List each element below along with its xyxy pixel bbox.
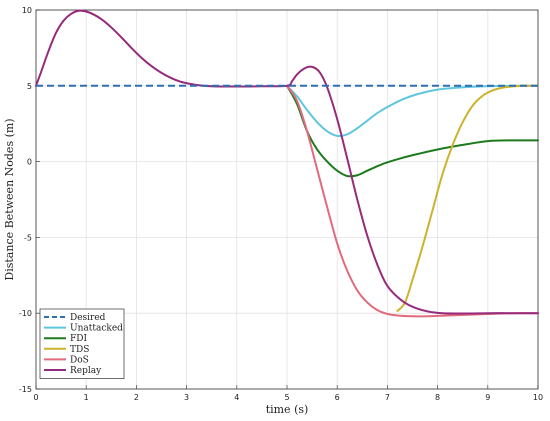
series-line-fdi bbox=[286, 84, 539, 178]
y-tick-label: 10 bbox=[22, 6, 32, 15]
y-tick-label: -10 bbox=[19, 309, 32, 318]
y-tick-label: 5 bbox=[27, 82, 32, 91]
series-line-dos bbox=[286, 84, 539, 318]
y-tick-label: 0 bbox=[27, 158, 32, 167]
y-tick-label: -5 bbox=[24, 233, 32, 242]
x-tick-label: 7 bbox=[385, 393, 390, 402]
x-tick-label: 9 bbox=[485, 393, 490, 402]
x-tick-label: 2 bbox=[134, 393, 139, 402]
x-tick-label: 6 bbox=[335, 393, 340, 402]
x-tick-label: 1 bbox=[84, 393, 89, 402]
legend-label-unattacked: Unattacked bbox=[70, 324, 123, 334]
series-line-unattacked bbox=[286, 84, 539, 137]
x-tick-label: 4 bbox=[234, 393, 239, 402]
legend-box bbox=[39, 308, 125, 379]
y-tick-label: -15 bbox=[19, 385, 32, 394]
legend-label-replay: Replay bbox=[70, 366, 102, 376]
legend-label-tds: TDS bbox=[70, 345, 89, 355]
x-tick-label: 0 bbox=[33, 393, 38, 402]
y-axis-title: Distance Between Nodes (m) bbox=[3, 118, 16, 280]
plot-border bbox=[35, 9, 539, 390]
x-axis-title: time (s) bbox=[266, 403, 309, 416]
x-tick-label: 5 bbox=[284, 393, 289, 402]
legend-label-fdi: FDI bbox=[70, 334, 87, 344]
legend-label-desired: Desired bbox=[70, 313, 106, 323]
x-tick-label: 3 bbox=[184, 393, 189, 402]
legend-label-dos: DoS bbox=[70, 355, 89, 365]
series-line-tds bbox=[396, 84, 539, 312]
x-tick-label: 10 bbox=[533, 393, 543, 402]
x-tick-label: 8 bbox=[435, 393, 440, 402]
